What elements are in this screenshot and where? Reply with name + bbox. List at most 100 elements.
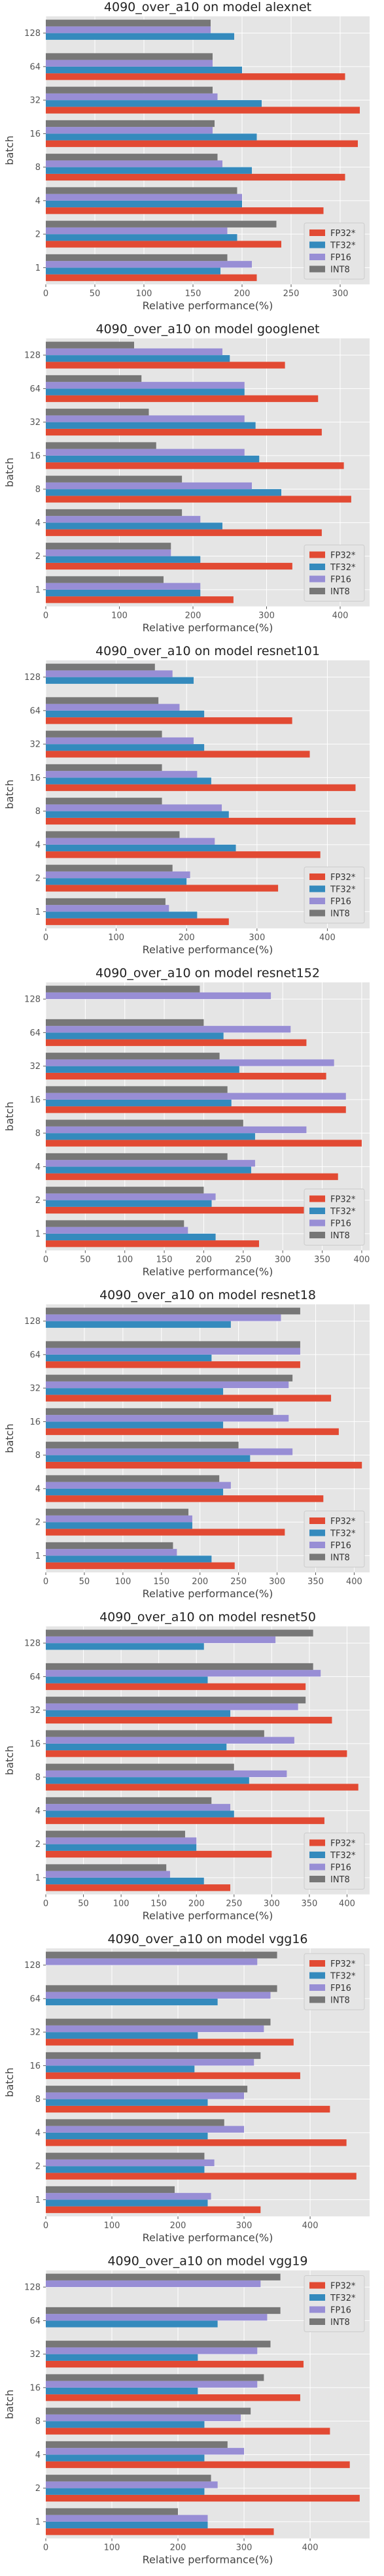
bar-TF32-batch-8 bbox=[46, 489, 281, 496]
bar-TF32-batch-32 bbox=[46, 100, 262, 107]
bar-INT8-batch-64 bbox=[46, 1663, 313, 1670]
bar-FP32-batch-32 bbox=[46, 1395, 332, 1402]
bar-INT8-batch-8 bbox=[46, 1442, 239, 1449]
bar-FP32-batch-8 bbox=[46, 496, 351, 503]
bar-INT8-batch-4 bbox=[46, 187, 237, 194]
bar-FP16-batch-2 bbox=[46, 1837, 197, 1844]
bar-TF32-batch-1 bbox=[46, 911, 198, 919]
bar-FP32-batch-32 bbox=[46, 1072, 326, 1080]
y-tick-label: 64 bbox=[29, 62, 41, 72]
legend-swatch bbox=[309, 1984, 325, 1991]
bar-INT8-batch-2 bbox=[46, 864, 173, 872]
y-tick-label: 128 bbox=[24, 995, 41, 1005]
x-tick-label: 0 bbox=[43, 2221, 48, 2231]
bar-FP16-batch-2 bbox=[46, 227, 228, 235]
legend-label: FP32* bbox=[330, 873, 356, 883]
bar-FP16-batch-128 bbox=[46, 1958, 258, 1965]
y-axis-label: batch bbox=[3, 779, 16, 809]
x-tick-label: 300 bbox=[275, 1255, 291, 1265]
bar-TF32-batch-2 bbox=[46, 1200, 212, 1207]
bar-FP16-batch-32 bbox=[46, 1059, 334, 1066]
y-tick-label: 64 bbox=[29, 1028, 41, 1038]
legend-label: FP32* bbox=[330, 1517, 356, 1527]
y-tick-label: 1 bbox=[35, 2517, 41, 2527]
bar-TF32-batch-64 bbox=[46, 1998, 218, 2006]
bar-INT8-batch-128 bbox=[46, 20, 211, 27]
y-tick-label: 64 bbox=[29, 1672, 41, 1682]
y-tick-label: 8 bbox=[35, 1773, 41, 1783]
bar-FP16-batch-16 bbox=[46, 449, 245, 456]
bar-INT8-batch-32 bbox=[46, 2018, 271, 2025]
legend-label: INT8 bbox=[330, 587, 350, 597]
bar-INT8-batch-4 bbox=[46, 831, 180, 838]
legend-box bbox=[304, 2275, 365, 2332]
y-tick-label: 32 bbox=[29, 2350, 41, 2360]
legend-swatch bbox=[309, 873, 325, 880]
x-tick-label: 300 bbox=[236, 2221, 253, 2231]
legend-swatch bbox=[309, 1517, 325, 1524]
bar-TF32-batch-8 bbox=[46, 1133, 255, 1140]
bar-FP32-batch-2 bbox=[46, 1529, 285, 1536]
bar-FP32-batch-8 bbox=[46, 1461, 362, 1469]
legend-box bbox=[304, 1953, 365, 2010]
legend-box bbox=[304, 1510, 365, 1568]
chart-title: 4090_over_a10 on model alexnet bbox=[104, 0, 311, 14]
legend-label: FP16 bbox=[330, 575, 351, 585]
legend-swatch bbox=[309, 2306, 325, 2313]
y-tick-label: 16 bbox=[29, 2061, 41, 2071]
bar-FP16-batch-8 bbox=[46, 2414, 241, 2422]
bar-FP32-batch-1 bbox=[46, 274, 257, 281]
x-tick-label: 400 bbox=[332, 611, 349, 621]
bar-FP32-batch-32 bbox=[46, 1716, 332, 1724]
legend-box bbox=[304, 866, 365, 924]
bar-FP32-batch-2 bbox=[46, 562, 292, 570]
bar-INT8-batch-4 bbox=[46, 509, 183, 517]
bar-FP16-batch-128 bbox=[46, 2280, 261, 2288]
x-tick-label: 400 bbox=[302, 2543, 319, 2553]
legend-label: FP16 bbox=[330, 1541, 351, 1551]
bar-FP16-batch-1 bbox=[46, 2193, 211, 2200]
bar-INT8-batch-16 bbox=[46, 442, 156, 449]
bar-FP32-batch-32 bbox=[46, 751, 310, 758]
bar-FP16-batch-1 bbox=[46, 905, 169, 912]
legend-label: FP32* bbox=[330, 1195, 356, 1205]
bar-FP32-batch-16 bbox=[46, 462, 344, 469]
bar-TF32-batch-64 bbox=[46, 1032, 224, 1040]
chart-title: 4090_over_a10 on model resnet101 bbox=[96, 644, 320, 658]
bar-INT8-batch-4 bbox=[46, 1797, 212, 1805]
y-tick-label: 128 bbox=[24, 351, 41, 361]
bar-FP32-batch-128 bbox=[46, 362, 285, 369]
bar-INT8-batch-2 bbox=[46, 1187, 204, 1194]
bar-FP32-batch-4 bbox=[46, 2461, 350, 2468]
bar-INT8-batch-128 bbox=[46, 2273, 281, 2280]
x-tick-label: 200 bbox=[170, 2221, 186, 2231]
bar-FP16-batch-32 bbox=[46, 93, 218, 101]
bar-FP32-batch-32 bbox=[46, 2039, 294, 2046]
bar-INT8-batch-2 bbox=[46, 543, 171, 550]
bar-INT8-batch-1 bbox=[46, 1542, 173, 1550]
bar-FP32-batch-16 bbox=[46, 140, 358, 147]
x-tick-label: 150 bbox=[185, 289, 201, 299]
x-tick-label: 300 bbox=[258, 611, 275, 621]
bar-FP16-batch-4 bbox=[46, 2448, 245, 2455]
x-axis-label: Relative performance(%) bbox=[143, 943, 273, 956]
bar-TF32-batch-64 bbox=[46, 388, 245, 396]
bar-TF32-batch-2 bbox=[46, 234, 237, 241]
bar-INT8-batch-2 bbox=[46, 2152, 205, 2160]
y-tick-label: 32 bbox=[29, 2028, 41, 2038]
x-tick-label: 400 bbox=[346, 1577, 362, 1587]
y-tick-label: 128 bbox=[24, 2283, 41, 2293]
bar-FP16-batch-64 bbox=[46, 2314, 268, 2321]
y-tick-label: 4 bbox=[35, 518, 41, 528]
y-tick-label: 8 bbox=[35, 485, 41, 495]
bar-FP32-batch-1 bbox=[46, 2206, 261, 2213]
bar-FP32-batch-32 bbox=[46, 107, 360, 114]
bar-FP32-batch-8 bbox=[46, 1140, 362, 1147]
legend: FP32* TF32* FP16 INT8 bbox=[304, 2275, 365, 2332]
chart-title: 4090_over_a10 on model resnet50 bbox=[99, 1610, 316, 1625]
x-tick-label: 400 bbox=[354, 1255, 370, 1265]
bar-FP16-batch-128 bbox=[46, 348, 222, 356]
legend-swatch bbox=[309, 2294, 325, 2301]
bar-TF32-batch-2 bbox=[46, 2166, 205, 2173]
bar-FP32-batch-8 bbox=[46, 2105, 330, 2113]
